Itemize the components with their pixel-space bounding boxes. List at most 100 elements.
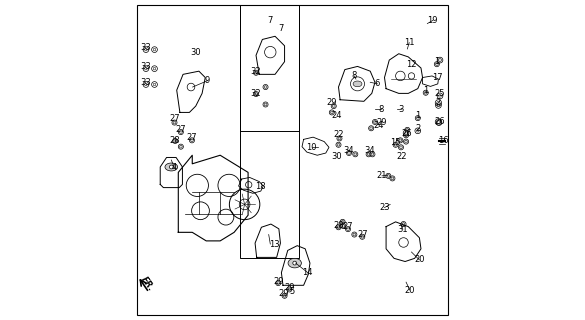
Text: 27: 27 (187, 133, 197, 142)
Circle shape (293, 261, 297, 265)
Ellipse shape (288, 258, 301, 268)
Text: 32: 32 (251, 67, 261, 76)
Circle shape (417, 130, 419, 132)
Text: 25: 25 (435, 89, 445, 98)
Text: 16: 16 (438, 136, 449, 146)
Text: 24: 24 (373, 121, 383, 130)
Circle shape (337, 226, 340, 229)
Text: 14: 14 (302, 268, 313, 277)
Circle shape (406, 128, 409, 131)
Circle shape (338, 137, 341, 140)
Text: 7: 7 (267, 16, 273, 25)
Text: 18: 18 (255, 182, 266, 191)
Text: 27: 27 (169, 114, 180, 123)
Text: 22: 22 (397, 152, 407, 161)
Circle shape (354, 153, 357, 156)
Text: 1: 1 (434, 57, 439, 66)
Text: 6: 6 (375, 79, 380, 88)
Circle shape (153, 48, 156, 51)
Text: 15: 15 (390, 138, 401, 147)
Ellipse shape (165, 163, 178, 171)
Text: 20: 20 (414, 255, 425, 264)
Circle shape (277, 282, 280, 284)
Circle shape (254, 71, 257, 74)
Circle shape (394, 143, 397, 146)
Ellipse shape (353, 81, 362, 87)
Text: 8: 8 (378, 105, 384, 114)
Circle shape (347, 152, 350, 155)
Circle shape (438, 121, 441, 124)
Text: 29: 29 (273, 277, 284, 286)
Circle shape (283, 294, 286, 297)
Circle shape (264, 86, 267, 88)
Text: 27: 27 (343, 222, 353, 231)
Text: 13: 13 (269, 240, 280, 249)
Text: 11: 11 (404, 38, 415, 47)
Circle shape (341, 220, 344, 223)
Text: 21: 21 (377, 172, 387, 180)
Text: 34: 34 (343, 146, 355, 155)
Text: 26: 26 (435, 117, 445, 126)
Circle shape (174, 140, 177, 142)
Circle shape (173, 121, 176, 124)
Text: 29: 29 (377, 118, 387, 127)
Bar (240, 4, 299, 258)
Circle shape (367, 153, 370, 156)
Text: 8: 8 (352, 71, 357, 80)
Circle shape (399, 139, 402, 142)
Text: 10: 10 (307, 143, 317, 152)
Text: 2: 2 (415, 124, 421, 133)
Circle shape (400, 146, 402, 149)
Circle shape (331, 111, 333, 114)
Circle shape (191, 139, 193, 142)
Circle shape (361, 236, 364, 238)
Circle shape (417, 117, 419, 120)
Text: 23: 23 (379, 203, 390, 212)
Text: 22: 22 (333, 130, 344, 139)
Circle shape (405, 132, 407, 134)
Circle shape (288, 288, 291, 291)
Circle shape (438, 59, 442, 62)
Text: 28: 28 (333, 220, 344, 229)
Text: 7: 7 (278, 24, 284, 33)
Text: 3: 3 (398, 105, 404, 114)
Text: 5: 5 (290, 287, 295, 296)
Text: 1: 1 (423, 86, 428, 95)
Text: 32: 32 (251, 89, 261, 98)
Text: 30: 30 (191, 48, 201, 57)
Circle shape (437, 104, 440, 107)
Text: FR.: FR. (139, 275, 156, 293)
Text: 2: 2 (436, 99, 441, 108)
Circle shape (170, 165, 173, 169)
Circle shape (180, 145, 183, 148)
Circle shape (405, 140, 408, 143)
Text: 34: 34 (364, 146, 374, 155)
Circle shape (387, 174, 390, 177)
Circle shape (254, 92, 257, 95)
Circle shape (332, 105, 335, 108)
Text: 19: 19 (428, 16, 438, 25)
Text: 26: 26 (401, 129, 412, 138)
Circle shape (370, 127, 373, 130)
Circle shape (439, 95, 441, 97)
Text: 33: 33 (140, 78, 152, 87)
Text: 4: 4 (172, 164, 177, 172)
Circle shape (424, 91, 427, 94)
Circle shape (374, 121, 376, 123)
Circle shape (153, 83, 156, 86)
Circle shape (437, 101, 440, 105)
Text: 29: 29 (284, 283, 295, 292)
Circle shape (264, 103, 267, 106)
Text: 27: 27 (357, 230, 367, 239)
Text: 20: 20 (405, 285, 415, 295)
Text: 27: 27 (176, 125, 186, 134)
Text: 12: 12 (407, 60, 417, 69)
Circle shape (405, 134, 408, 137)
Circle shape (144, 83, 147, 86)
Text: 30: 30 (332, 152, 342, 161)
Circle shape (342, 225, 345, 228)
Circle shape (180, 131, 183, 133)
Text: 24: 24 (331, 111, 342, 120)
Text: 33: 33 (140, 62, 152, 71)
Circle shape (435, 63, 438, 66)
